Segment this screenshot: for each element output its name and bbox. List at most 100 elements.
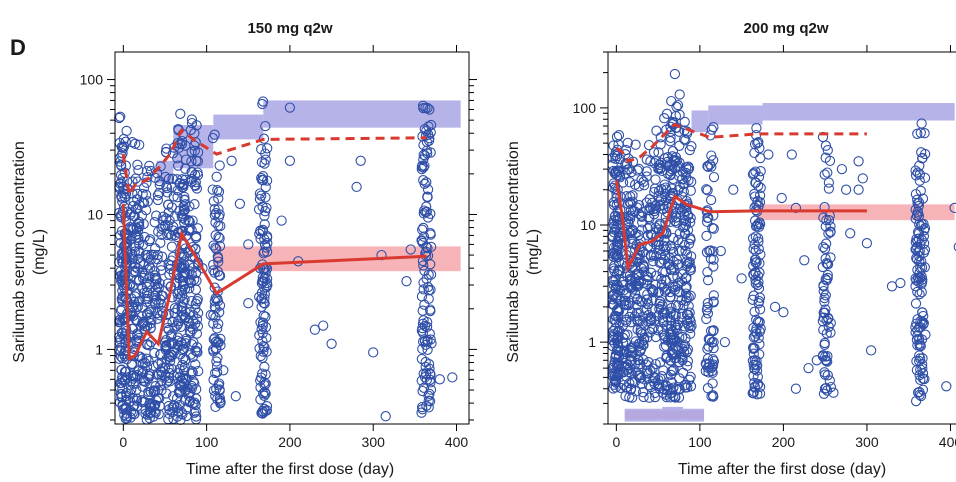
- data-point: [818, 324, 829, 336]
- x-tick-label: 0: [119, 434, 127, 450]
- data-point: [819, 296, 830, 307]
- data-point: [260, 120, 271, 132]
- data-point: [667, 365, 679, 376]
- data-point: [172, 304, 183, 315]
- data-point: [705, 325, 717, 337]
- data-point: [418, 175, 429, 186]
- data-point: [750, 221, 762, 232]
- data-point: [910, 273, 921, 284]
- data-point: [137, 397, 148, 408]
- data-point: [678, 186, 689, 197]
- data-point: [683, 175, 694, 186]
- data-point: [886, 281, 898, 292]
- data-point: [120, 337, 131, 349]
- data-point: [621, 382, 633, 393]
- data-point: [913, 246, 924, 257]
- y-axis-label-line1: Sarilumab serum concentration: [505, 141, 522, 362]
- data-point: [152, 249, 163, 261]
- data-point: [822, 145, 833, 156]
- data-point: [910, 237, 921, 248]
- data-point: [949, 202, 956, 214]
- data-point: [630, 139, 641, 150]
- data-point: [644, 327, 656, 338]
- data-point: [151, 273, 162, 284]
- data-point: [156, 223, 167, 234]
- data-point: [156, 369, 167, 381]
- data-point: [149, 406, 160, 417]
- data-point: [611, 250, 622, 261]
- y-tick-label: 100: [573, 100, 597, 116]
- data-point: [176, 138, 188, 150]
- data-point: [677, 222, 689, 233]
- chart-panel-150mg: 150 mg q2w Time after the first dose (da…: [11, 20, 477, 478]
- pi-band-high: [624, 408, 663, 422]
- data-point: [755, 182, 766, 194]
- data-point: [184, 266, 195, 277]
- data-point: [180, 163, 191, 174]
- data-point: [660, 182, 671, 193]
- data-point: [127, 137, 138, 148]
- data-point: [608, 383, 619, 394]
- data-point: [614, 172, 626, 183]
- data-point: [418, 260, 429, 271]
- data-point: [683, 320, 694, 332]
- data-point: [425, 259, 436, 270]
- data-point: [825, 226, 836, 237]
- data-point: [423, 129, 434, 140]
- data-point: [635, 358, 646, 370]
- data-point: [208, 265, 219, 276]
- data-point: [418, 162, 429, 173]
- data-point: [749, 306, 760, 317]
- data-point: [419, 160, 430, 172]
- data-point: [750, 254, 761, 265]
- data-point: [213, 204, 224, 215]
- data-point: [417, 385, 428, 397]
- data-point: [655, 249, 666, 261]
- data-point: [401, 276, 412, 287]
- data-point: [678, 179, 689, 190]
- data-point: [630, 386, 641, 397]
- data-point: [189, 145, 200, 156]
- data-point: [155, 380, 166, 391]
- data-point: [163, 324, 174, 336]
- data-point: [667, 377, 678, 389]
- data-point: [139, 375, 150, 387]
- series-line-dashed: [615, 122, 867, 164]
- pi-band-high: [683, 408, 705, 422]
- data-point: [665, 306, 676, 317]
- data-point: [654, 298, 665, 310]
- data-point: [677, 355, 688, 366]
- data-point: [125, 388, 136, 399]
- data-point: [701, 216, 713, 228]
- data-point: [172, 160, 184, 171]
- data-point: [151, 210, 162, 221]
- data-point: [611, 131, 623, 143]
- data-point: [702, 185, 713, 196]
- data-point: [666, 183, 677, 194]
- data-point: [420, 102, 431, 114]
- data-point: [189, 407, 200, 419]
- data-point: [653, 378, 665, 390]
- series-line-solid: [614, 180, 867, 274]
- data-point: [633, 200, 645, 211]
- data-point: [259, 219, 270, 230]
- data-point: [213, 318, 224, 330]
- data-point: [257, 335, 268, 347]
- data-point: [821, 315, 832, 326]
- data-point: [368, 347, 379, 358]
- data-point: [164, 376, 175, 387]
- data-point: [702, 298, 713, 309]
- data-point: [626, 166, 637, 178]
- data-point: [817, 261, 828, 273]
- data-point: [144, 160, 155, 172]
- data-point: [911, 364, 923, 376]
- data-point: [259, 282, 270, 293]
- data-point: [420, 356, 431, 368]
- data-point: [749, 382, 760, 393]
- data-point: [707, 367, 718, 378]
- data-point: [914, 219, 925, 230]
- data-point: [258, 175, 269, 186]
- data-point: [173, 293, 184, 304]
- data-point: [861, 238, 873, 249]
- data-point: [818, 312, 829, 323]
